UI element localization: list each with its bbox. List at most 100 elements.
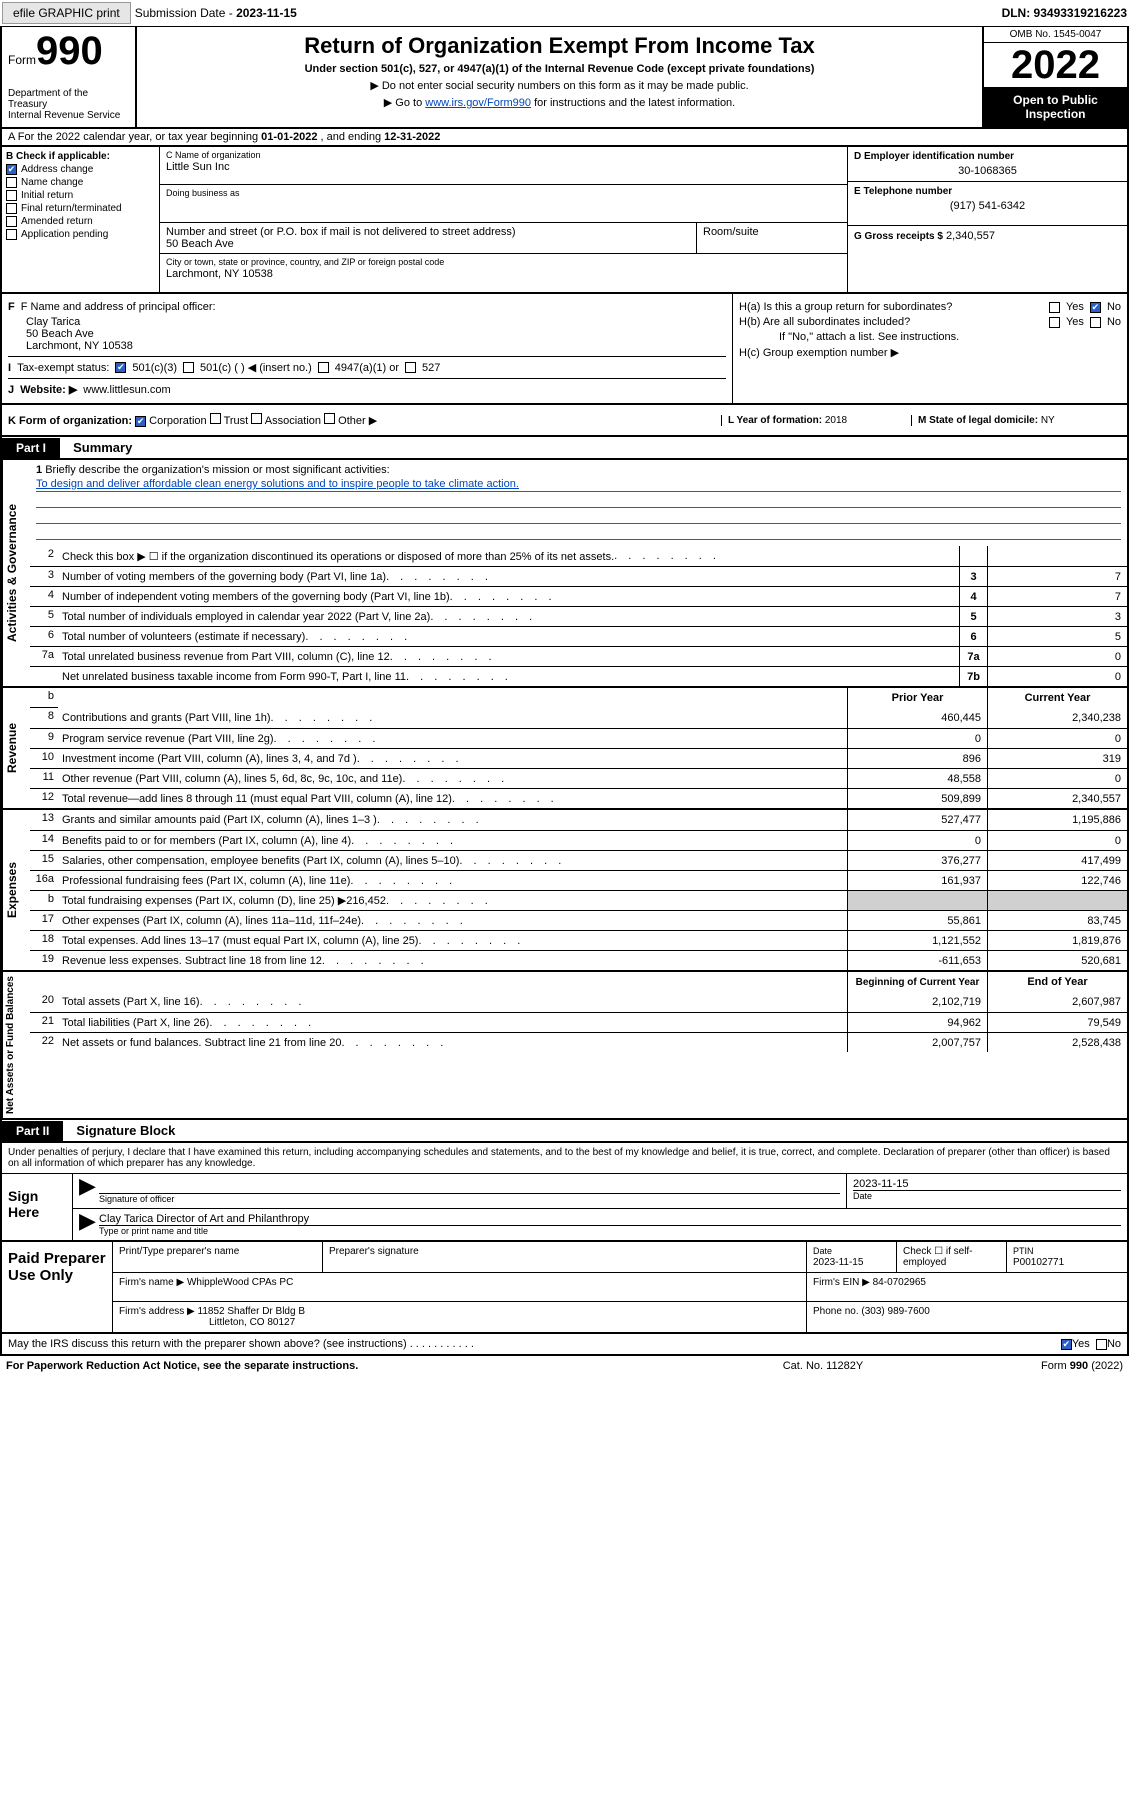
line-val: 5 [987, 627, 1127, 646]
part1-header: Part I [2, 438, 60, 458]
line-num: 8 [30, 708, 58, 728]
4947-checkbox[interactable] [318, 362, 329, 373]
efile-print-button[interactable]: efile GRAPHIC print [2, 2, 131, 24]
subtitle-1: Under section 501(c), 527, or 4947(a)(1)… [147, 63, 972, 75]
current-year-val: 417,499 [987, 851, 1127, 870]
checkbox[interactable] [6, 177, 17, 188]
line-num: 19 [30, 951, 58, 970]
prior-year-val: 376,277 [847, 851, 987, 870]
line-num: 3 [30, 567, 58, 586]
line-text: Number of independent voting members of … [58, 587, 959, 606]
current-year-val: 1,195,886 [987, 810, 1127, 830]
street: 50 Beach Ave [166, 238, 690, 250]
line-num: 21 [30, 1013, 58, 1032]
checkbox[interactable] [6, 216, 17, 227]
assoc-checkbox[interactable] [251, 413, 262, 424]
line-text: Program service revenue (Part VIII, line… [58, 729, 847, 748]
checkbox[interactable]: ✔ [6, 164, 17, 175]
corp-checkbox[interactable]: ✔ [135, 416, 146, 427]
line-num: 9 [30, 729, 58, 748]
current-year-hdr: Current Year [987, 688, 1127, 708]
prior-year-val: 0 [847, 729, 987, 748]
discuss-no[interactable] [1096, 1339, 1107, 1350]
vtab-governance: Activities & Governance [2, 460, 30, 686]
firm-phone: (303) 989-7600 [861, 1306, 929, 1317]
line-text: Total liabilities (Part X, line 26) . . … [58, 1013, 847, 1032]
line-num: 5 [30, 607, 58, 626]
vtab-expenses: Expenses [2, 810, 30, 970]
line-text: Total number of volunteers (estimate if … [58, 627, 959, 646]
current-year-val: 520,681 [987, 951, 1127, 970]
firm-ein: 84-0702965 [873, 1277, 926, 1288]
begin-year-hdr: Beginning of Current Year [847, 972, 987, 992]
checkbox[interactable] [6, 229, 17, 240]
line-text: Total number of individuals employed in … [58, 607, 959, 626]
tax-status-label: Tax-exempt status: [17, 362, 109, 374]
prior-year-val: 527,477 [847, 810, 987, 830]
line-num: 16a [30, 871, 58, 890]
527-checkbox[interactable] [405, 362, 416, 373]
line-val: 7 [987, 587, 1127, 606]
l-label: L Year of formation: [728, 415, 822, 426]
current-year-val: 2,528,438 [987, 1033, 1127, 1052]
current-year-val [987, 891, 1127, 910]
part2-header: Part II [2, 1121, 63, 1141]
form-version: Form 990 (2022) [923, 1360, 1123, 1372]
line-text: Benefits paid to or for members (Part IX… [58, 831, 847, 850]
ha-no[interactable]: ✔ [1090, 302, 1101, 313]
phone: (917) 541-6342 [854, 200, 1121, 212]
m-label: M State of legal domicile: [918, 415, 1038, 426]
prior-year-val [847, 891, 987, 910]
line-num [30, 667, 58, 686]
line-text: Total expenses. Add lines 13–17 (must eq… [58, 931, 847, 950]
current-year-val: 0 [987, 831, 1127, 850]
line-text: Total assets (Part X, line 16) . . . . .… [58, 992, 847, 1012]
phone-label: E Telephone number [854, 186, 1121, 197]
hb-yes[interactable] [1049, 317, 1060, 328]
prior-year-val: 1,121,552 [847, 931, 987, 950]
current-year-val: 83,745 [987, 911, 1127, 930]
trust-checkbox[interactable] [210, 413, 221, 424]
officer-street: 50 Beach Ave [26, 328, 726, 340]
prior-year-val: -611,653 [847, 951, 987, 970]
501c-checkbox[interactable] [183, 362, 194, 373]
department: Department of the Treasury Internal Reve… [8, 88, 129, 121]
prior-year-val: 2,102,719 [847, 992, 987, 1012]
year-formation: 2018 [825, 415, 847, 426]
current-year-val: 122,746 [987, 871, 1127, 890]
line-text: Contributions and grants (Part VIII, lin… [58, 708, 847, 728]
officer-name: Clay Tarica [26, 316, 726, 328]
prior-year-val: 0 [847, 831, 987, 850]
hb-no[interactable] [1090, 317, 1101, 328]
ha-yes[interactable] [1049, 302, 1060, 313]
line-box: 5 [959, 607, 987, 626]
line-box: 6 [959, 627, 987, 646]
form-label: Form [8, 53, 36, 67]
line-num: b [30, 891, 58, 910]
line-num: 12 [30, 789, 58, 808]
line-num: 11 [30, 769, 58, 788]
line-text: Check this box ▶ ☐ if the organization d… [58, 546, 959, 566]
501c3-checkbox[interactable]: ✔ [115, 362, 126, 373]
officer-signed-name: Clay Tarica Director of Art and Philanth… [99, 1213, 1121, 1226]
mission-q: Briefly describe the organization's miss… [45, 464, 389, 476]
other-checkbox[interactable] [324, 413, 335, 424]
sig-officer-label: Signature of officer [99, 1194, 840, 1204]
gross-label: G Gross receipts $ [854, 231, 943, 242]
officer-city: Larchmont, NY 10538 [26, 340, 726, 352]
line-num: 4 [30, 587, 58, 606]
gross-receipts: 2,340,557 [946, 230, 995, 242]
irs-link[interactable]: www.irs.gov/Form990 [425, 97, 531, 109]
hc-label: H(c) Group exemption number ▶ [739, 346, 899, 359]
checkbox[interactable] [6, 203, 17, 214]
end-year-hdr: End of Year [987, 972, 1127, 992]
checkbox[interactable] [6, 190, 17, 201]
checkbox-label: Application pending [21, 229, 108, 240]
checkbox-label: Amended return [21, 216, 93, 227]
prep-name-label: Print/Type preparer's name [113, 1242, 323, 1272]
line-text: Other expenses (Part IX, column (A), lin… [58, 911, 847, 930]
tax-year: 2022 [984, 43, 1127, 87]
discuss-yes[interactable]: ✔ [1061, 1339, 1072, 1350]
signature-declaration: Under penalties of perjury, I declare th… [2, 1143, 1127, 1174]
ein: 30-1068365 [854, 165, 1121, 177]
